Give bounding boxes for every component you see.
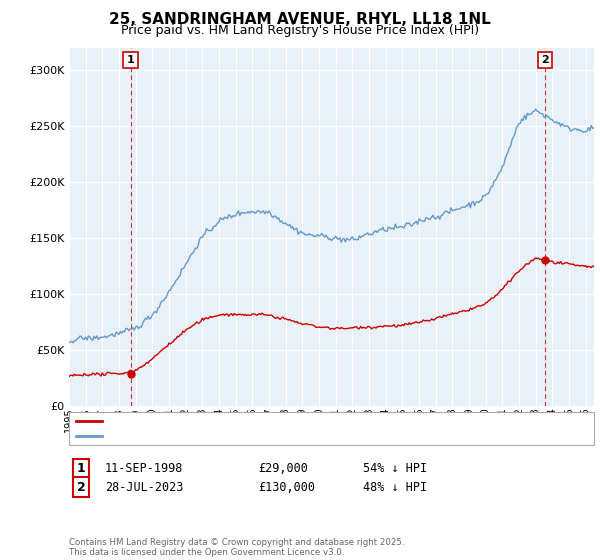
Text: 2: 2	[77, 480, 85, 494]
Text: 25, SANDRINGHAM AVENUE, RHYL, LL18 1NL (detached house): 25, SANDRINGHAM AVENUE, RHYL, LL18 1NL (…	[106, 416, 452, 426]
Text: 54% ↓ HPI: 54% ↓ HPI	[363, 462, 427, 475]
Text: 25, SANDRINGHAM AVENUE, RHYL, LL18 1NL: 25, SANDRINGHAM AVENUE, RHYL, LL18 1NL	[109, 12, 491, 27]
Text: £130,000: £130,000	[258, 480, 315, 494]
Text: £29,000: £29,000	[258, 462, 308, 475]
Text: HPI: Average price, detached house, Denbighshire: HPI: Average price, detached house, Denb…	[106, 431, 381, 441]
Text: 28-JUL-2023: 28-JUL-2023	[105, 480, 184, 494]
Text: Contains HM Land Registry data © Crown copyright and database right 2025.
This d: Contains HM Land Registry data © Crown c…	[69, 538, 404, 557]
Text: 1: 1	[77, 462, 85, 475]
Text: 2: 2	[541, 55, 549, 65]
Text: 48% ↓ HPI: 48% ↓ HPI	[363, 480, 427, 494]
Text: Price paid vs. HM Land Registry's House Price Index (HPI): Price paid vs. HM Land Registry's House …	[121, 24, 479, 36]
Text: 1: 1	[127, 55, 134, 65]
Text: 11-SEP-1998: 11-SEP-1998	[105, 462, 184, 475]
